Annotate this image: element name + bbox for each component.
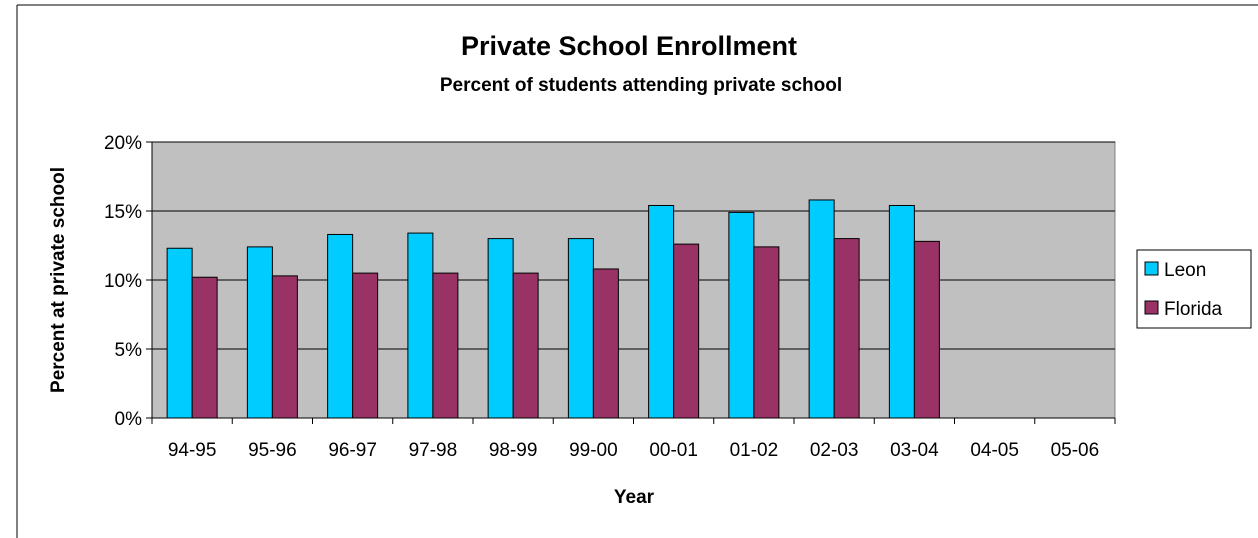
y-tick-label: 10% bbox=[104, 271, 142, 292]
bar-leon-94-95 bbox=[166, 247, 193, 419]
x-tick-label: 05-06 bbox=[1051, 440, 1100, 461]
chart-title: Private School Enrollment bbox=[461, 31, 797, 61]
bar-florida-02-03 bbox=[833, 238, 860, 419]
x-tick-label: 97-98 bbox=[409, 440, 458, 461]
gridlines bbox=[152, 141, 1115, 350]
bar-leon-98-99 bbox=[487, 238, 514, 419]
x-tick-label: 94-95 bbox=[168, 440, 217, 461]
y-tick-labels: 0% 5% 10% 15% 20% bbox=[104, 133, 142, 430]
bar-leon-97-98 bbox=[407, 232, 434, 419]
bar-leon-99-00 bbox=[567, 238, 594, 419]
legend-swatch-florida bbox=[1144, 300, 1159, 315]
legend-label-leon: Leon bbox=[1164, 260, 1206, 281]
x-tick-label: 99-00 bbox=[569, 440, 618, 461]
bar-florida-98-99 bbox=[512, 272, 539, 419]
y-axis-title: Percent at private school bbox=[48, 167, 69, 393]
x-tick-labels: 94-95 95-96 96-97 97-98 98-99 99-00 00-01 01-02… bbox=[168, 440, 1099, 461]
bar-florida-99-00 bbox=[592, 268, 619, 419]
bar-florida-96-97 bbox=[352, 272, 379, 419]
x-tick-label: 02-03 bbox=[810, 440, 859, 461]
axes bbox=[146, 141, 1116, 424]
legend-label-florida: Florida bbox=[1164, 299, 1223, 320]
bar-leon-03-04 bbox=[888, 204, 915, 419]
y-tick-label: 5% bbox=[115, 340, 143, 361]
x-tick-label: 95-96 bbox=[248, 440, 297, 461]
y-tick-label: 20% bbox=[104, 133, 142, 154]
bar-leon-00-01 bbox=[648, 204, 675, 419]
legend-swatch-leon bbox=[1144, 261, 1159, 276]
bar-florida-97-98 bbox=[432, 272, 459, 419]
bar-leon-01-02 bbox=[728, 211, 755, 419]
bar-florida-94-95 bbox=[191, 276, 218, 419]
bar-leon-02-03 bbox=[808, 199, 835, 419]
bar-florida-95-96 bbox=[271, 275, 298, 419]
bar-florida-03-04 bbox=[913, 240, 940, 419]
x-tick-label: 04-05 bbox=[970, 440, 1019, 461]
x-tick-label: 98-99 bbox=[489, 440, 538, 461]
x-tick-label: 96-97 bbox=[328, 440, 377, 461]
x-tick-label: 03-04 bbox=[890, 440, 939, 461]
x-tick-label: 01-02 bbox=[730, 440, 779, 461]
bar-florida-00-01 bbox=[673, 243, 700, 419]
y-tick-label: 15% bbox=[104, 202, 142, 223]
chart-subtitle: Percent of students attending private sc… bbox=[440, 75, 842, 96]
bars bbox=[166, 199, 940, 419]
y-tick-label: 0% bbox=[115, 409, 143, 430]
bar-leon-96-97 bbox=[327, 233, 354, 419]
legend: Leon Florida bbox=[1144, 260, 1223, 320]
bar-florida-01-02 bbox=[753, 246, 780, 419]
x-tick-label: 00-01 bbox=[649, 440, 698, 461]
x-axis-title: Year bbox=[614, 487, 655, 508]
bar-leon-95-96 bbox=[246, 246, 273, 419]
